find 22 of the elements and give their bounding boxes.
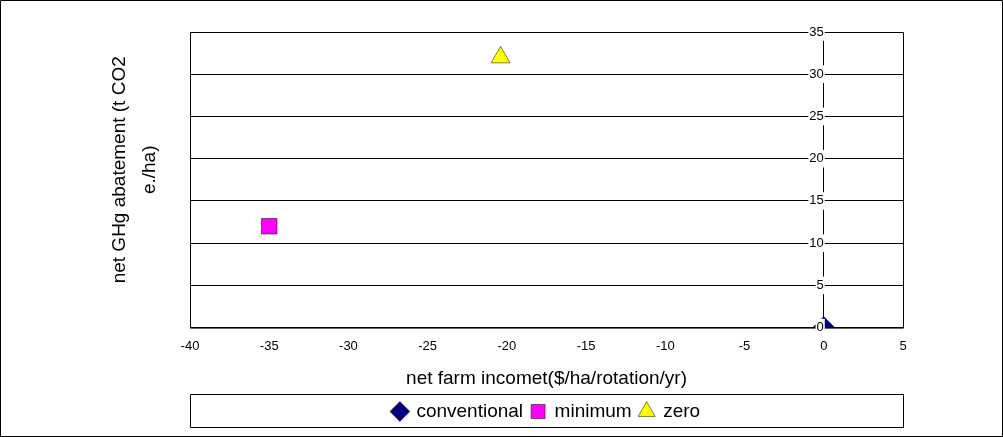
y-tick-label: 5 (816, 276, 824, 292)
y-tick-label: 25 (809, 108, 824, 124)
x-tick-label: -10 (655, 337, 675, 353)
y-tick-label: 20 (809, 150, 824, 166)
y-axis-title: net GHg abatement (t CO2 e./ha) (108, 56, 160, 284)
x-tick-label: -5 (738, 337, 751, 353)
x-tick-label: -30 (339, 337, 358, 353)
x-tick-label: -20 (497, 337, 517, 353)
x-axis-title: net farm incomet($/ha/rotation/yr) (406, 366, 687, 388)
legend-label: zero (663, 399, 701, 421)
legend-label: minimum (554, 399, 632, 421)
y-tick-label: 35 (809, 23, 824, 39)
legend-label: conventional (416, 399, 524, 421)
y-tick-label: 15 (809, 192, 824, 208)
y-tick-label: 0 (816, 319, 824, 335)
y-tick-label: 10 (809, 234, 824, 250)
x-tick-label: -15 (576, 337, 596, 353)
x-tick-label: -40 (180, 337, 200, 353)
x-tick-label: -35 (259, 337, 279, 353)
y-tick-label: 30 (809, 65, 824, 81)
x-tick-label: -25 (418, 337, 438, 353)
x-tick-label: 5 (899, 337, 907, 353)
